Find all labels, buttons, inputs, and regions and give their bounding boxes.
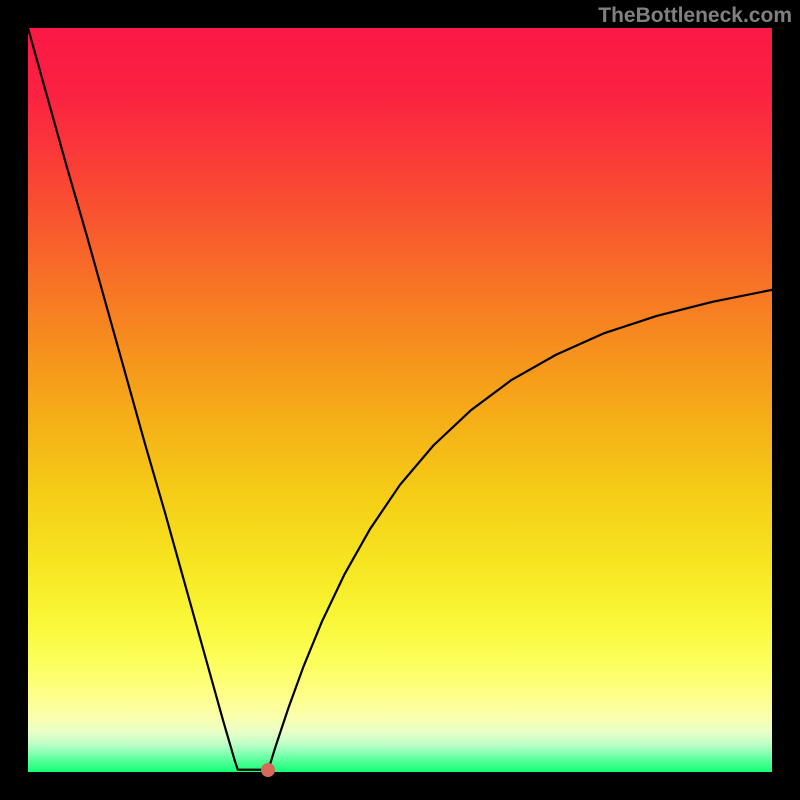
curve-layer: [28, 28, 772, 772]
optimum-marker: [261, 763, 275, 777]
bottleneck-curve: [28, 28, 772, 770]
watermark-text: TheBottleneck.com: [598, 4, 792, 28]
chart-frame: TheBottleneck.com: [0, 0, 800, 800]
plot-area: [28, 28, 772, 772]
